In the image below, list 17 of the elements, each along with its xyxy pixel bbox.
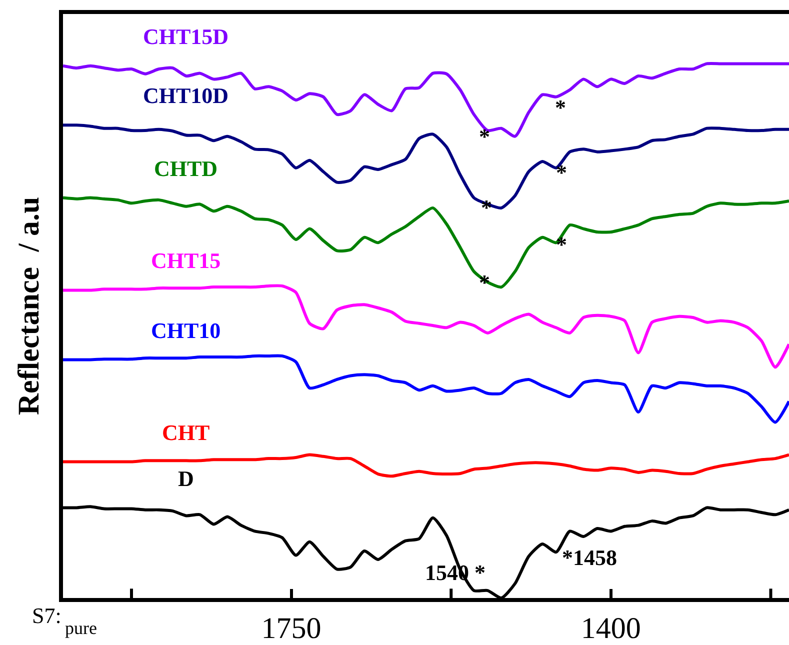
annotation: * xyxy=(479,124,490,149)
series-label: CHT10D xyxy=(143,83,229,108)
annotation: * xyxy=(555,95,566,120)
y-axis-title: Reflectance / a.u xyxy=(12,196,46,416)
x-tick-label: 1750 xyxy=(261,612,322,645)
series-label: CHTD xyxy=(154,156,218,181)
series-label: CHT10 xyxy=(151,318,221,343)
annotation: *1458 xyxy=(562,545,617,570)
series-label: CHT15 xyxy=(151,248,221,273)
series-label: D xyxy=(178,466,194,491)
series-label: CHT xyxy=(162,420,210,445)
text: S7: xyxy=(32,603,62,628)
annotation: * xyxy=(556,160,567,185)
annotation: * xyxy=(556,232,567,257)
series-label: CHT15D xyxy=(143,24,229,49)
x-tick-label: 1400 xyxy=(580,612,641,645)
text: pure xyxy=(65,618,97,638)
